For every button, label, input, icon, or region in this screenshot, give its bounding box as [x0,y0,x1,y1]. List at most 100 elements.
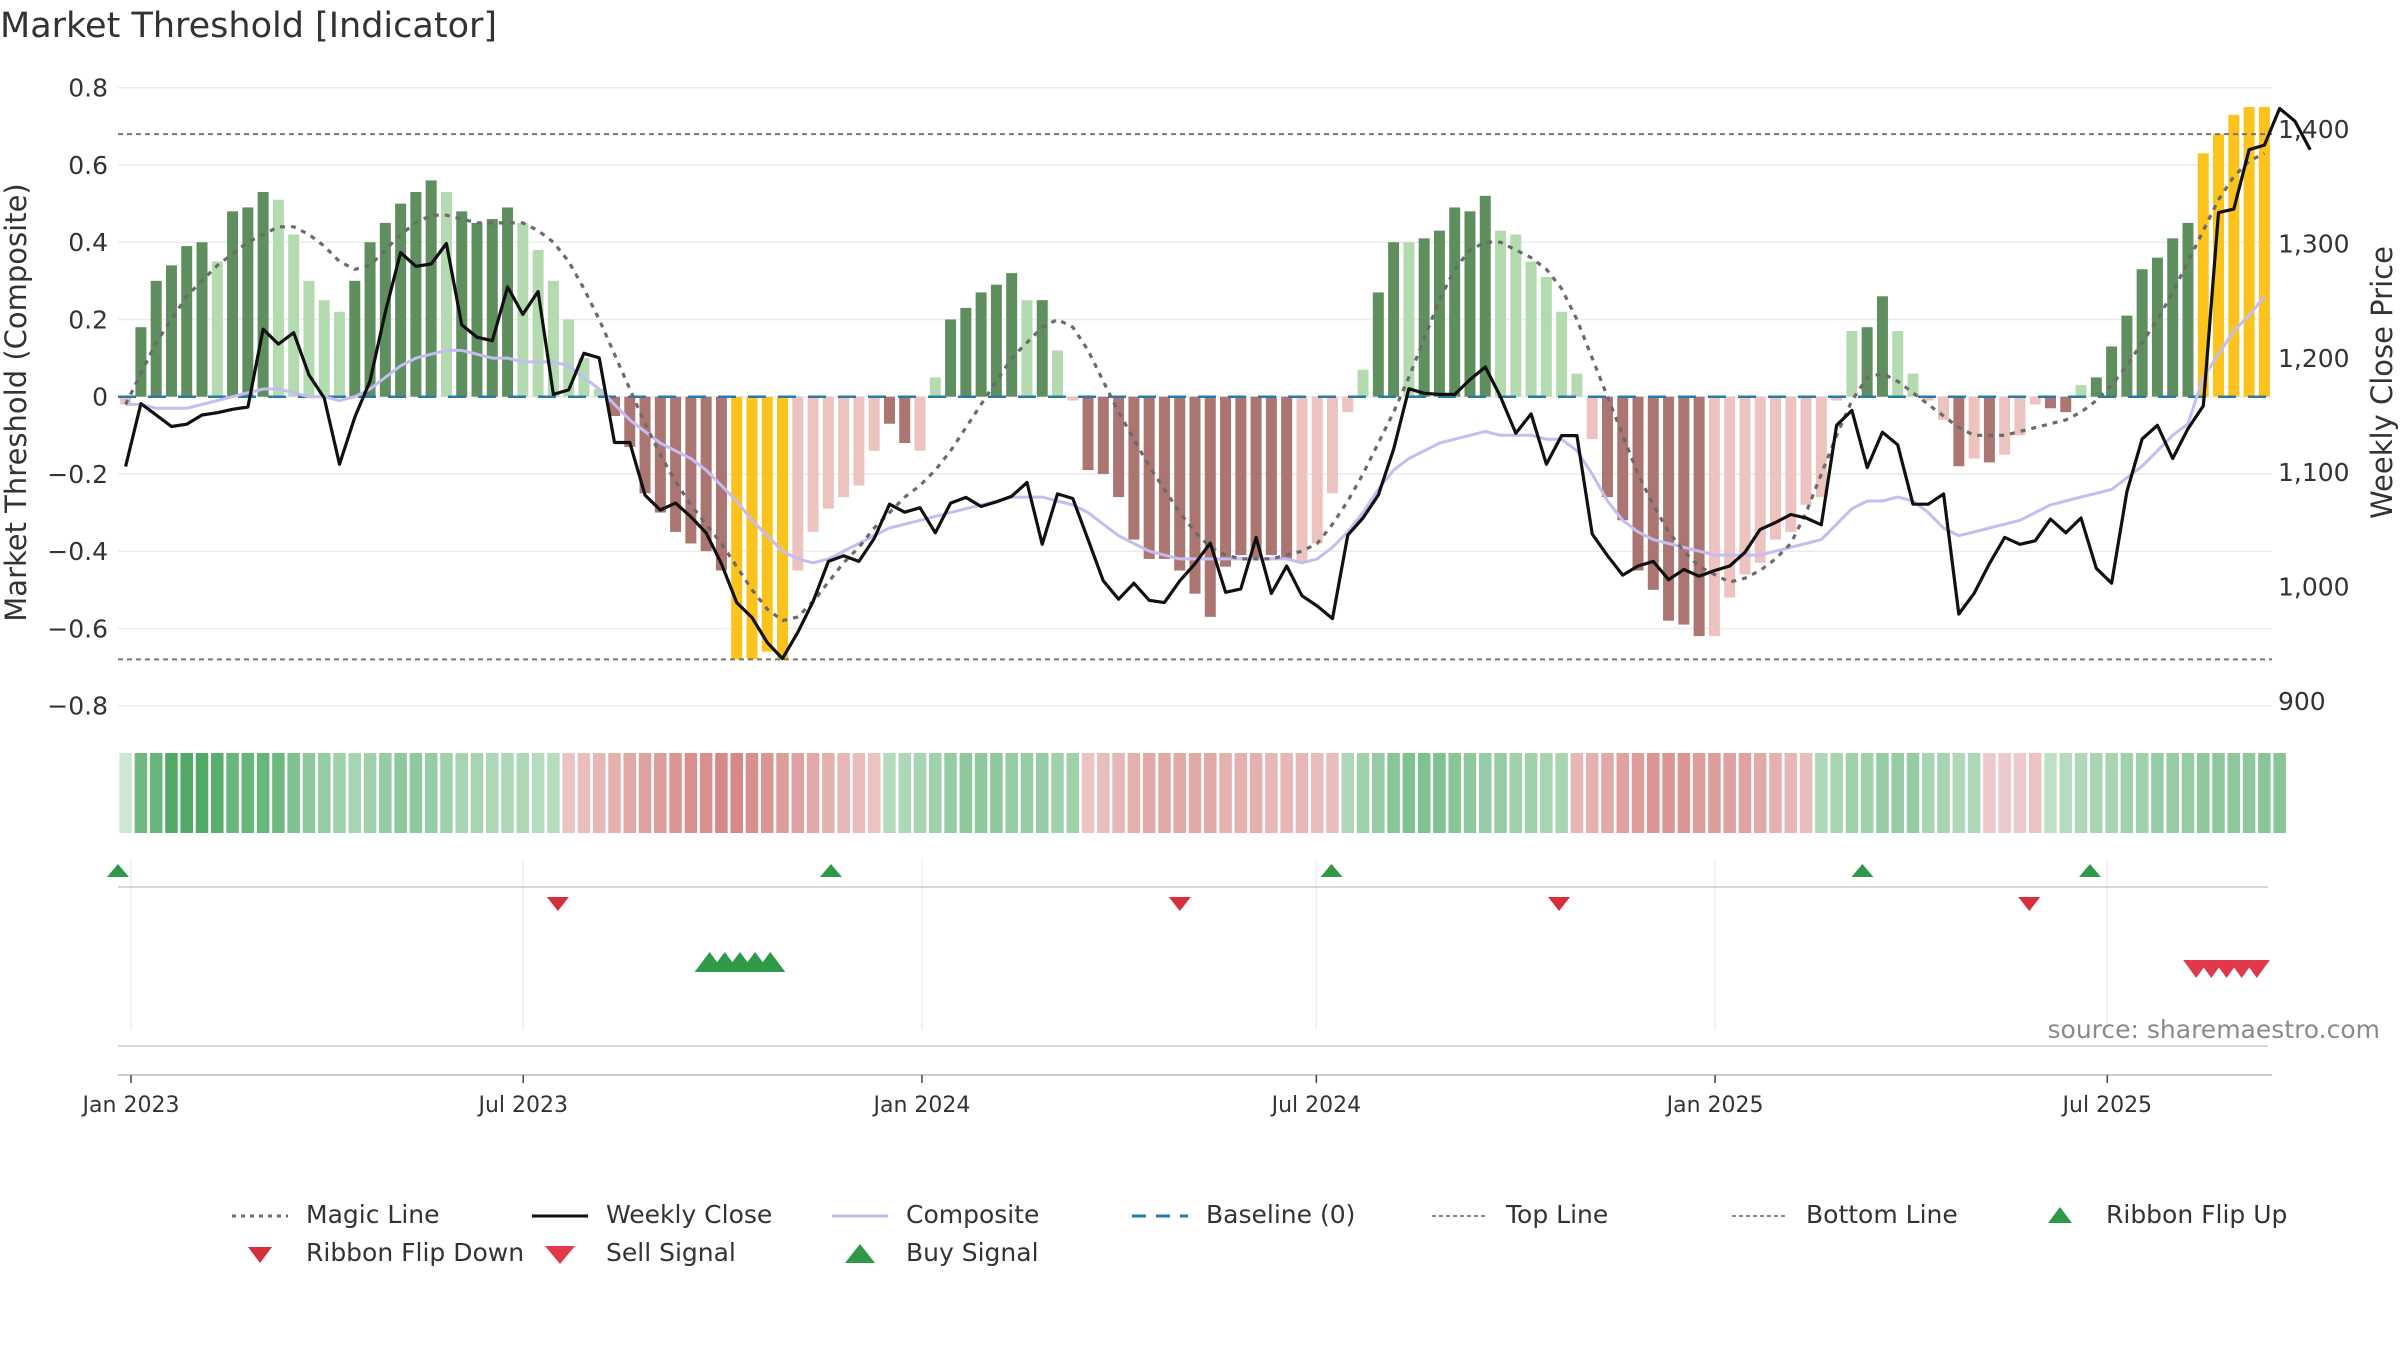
ribbon-cell [654,753,667,833]
ribbon-cell [1753,753,1767,833]
ribbon-cell [1860,753,1874,833]
threshold-bar [1907,373,1919,397]
ribbon-cell [1310,753,1324,833]
x-tick-label: Jan 2025 [1665,1093,1764,1118]
y-tick-label: −0.6 [47,614,108,643]
ribbon-cell [2013,753,2027,833]
ribbon-cell [1265,753,1278,833]
threshold-bar [227,211,239,397]
x-tick-label: Jul 2023 [476,1093,568,1118]
buy-signal-marker [755,952,786,972]
ribbon-cell [1066,753,1080,833]
ribbon-cell [1326,753,1339,833]
ribbon-cell [898,753,912,833]
ribbon-cell [2059,753,2073,833]
ribbon-cell [1677,753,1691,833]
threshold-bar [1556,311,1568,397]
ribbon-cell [165,753,178,833]
ribbon-cell [379,753,392,833]
threshold-bar [1739,396,1751,575]
legend-label: Top Line [1506,1200,1609,1229]
threshold-bar [1495,230,1507,397]
ribbon-cell [2273,753,2286,833]
ribbon-cell [1952,753,1966,833]
weekly-close-swatch [532,1214,588,1218]
ribbon-cell [883,753,896,833]
ribbon-cell [256,753,270,833]
threshold-bar [272,199,284,397]
ribbon-cell [699,753,713,833]
ribbon-cell [1509,753,1523,833]
threshold-bar [2075,385,2087,397]
ribbon-flip-down-marker [1168,897,1191,911]
ribbon-cell [516,753,530,833]
flip-up-icon [2048,1207,2072,1223]
ribbon-cell [1891,753,1904,833]
ribbon-flip-up-marker [2078,864,2101,877]
threshold-bar [1510,234,1522,397]
ribbon-cell [1937,753,1950,833]
threshold-bar [1204,396,1216,617]
threshold-bar [731,396,743,660]
threshold-bar [1174,396,1186,571]
ribbon-cell [959,753,973,833]
threshold-bar [1953,396,1965,467]
y2-tick-label: 1,400 [2278,115,2350,144]
threshold-bar [1525,261,1537,397]
threshold-bar [532,249,544,397]
threshold-bar [471,222,483,397]
threshold-bar [1326,396,1338,494]
threshold-bar [2090,377,2102,397]
threshold-bar [425,180,437,397]
threshold-bar [1433,230,1445,397]
ribbon-cell [1540,753,1553,833]
y-tick-label: −0.2 [47,460,108,489]
x-tick-label: Jul 2024 [1270,1093,1362,1118]
threshold-bar [960,307,972,397]
threshold-bar [1296,396,1308,563]
legend-label: Ribbon Flip Down [306,1238,525,1267]
ribbon-cell [394,753,407,833]
threshold-bar [2151,257,2163,397]
y-tick-label: −0.4 [47,537,108,566]
threshold-bar [1693,396,1705,637]
threshold-bar [502,207,514,397]
ribbon-cell [272,753,285,833]
threshold-bar [1831,396,1843,401]
threshold-bar [868,396,880,451]
ribbon-cell [1922,753,1935,833]
ribbon-flip-down-marker [1548,897,1571,911]
threshold-bar [1922,396,1934,401]
threshold-bar [899,396,911,444]
y2-tick-label: 1,200 [2278,344,2350,373]
threshold-bar [1632,396,1644,571]
ribbon-cell [1295,753,1309,833]
threshold-bar [914,396,926,451]
x-tick-label: Jan 2024 [872,1093,971,1118]
threshold-bar [1479,195,1491,397]
ribbon-cell [241,753,255,833]
ribbon-cell [1280,753,1293,833]
threshold-bar [2106,346,2118,397]
composite-swatch [832,1214,888,1218]
ribbon-cell [1142,753,1156,833]
threshold-bar [1999,396,2011,455]
threshold-bar [1754,396,1766,563]
ribbon-cell [1662,753,1675,833]
ribbon-cell [1799,753,1813,833]
legend-label: Baseline (0) [1206,1200,1356,1229]
ribbon-cell [2151,753,2164,833]
ribbon-cell [990,753,1003,833]
ribbon-cell [1983,753,1996,833]
ribbon-cell [1402,753,1416,833]
ribbon-cell [760,753,774,833]
y2-tick-label: 900 [2278,687,2326,716]
threshold-bar [593,388,605,397]
threshold-bar [165,265,177,397]
threshold-bar [2243,107,2255,397]
legend-label: Sell Signal [606,1238,736,1267]
threshold-bar [945,319,957,397]
ribbon-cell [531,753,545,833]
ribbon-cell [1524,753,1538,833]
threshold-bar [761,396,773,652]
